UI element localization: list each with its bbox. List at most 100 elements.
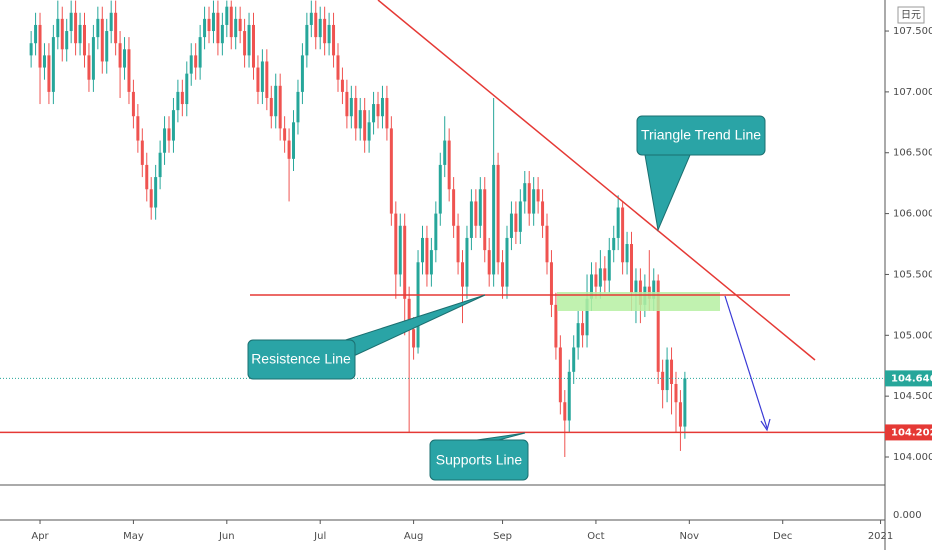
candle-body (163, 128, 167, 153)
candle-body (274, 85, 278, 117)
candle-body (478, 189, 482, 226)
candle-body (149, 189, 153, 208)
candle-body (82, 24, 86, 56)
candle-body (323, 18, 327, 44)
y-tick-label: 107.500 (893, 26, 932, 37)
candle-body (514, 213, 518, 232)
candle-body (74, 12, 78, 44)
callout: Resistence Line (247, 294, 486, 380)
x-tick-label: 2021 (868, 531, 893, 542)
y-tick-label: 105.000 (893, 330, 932, 341)
support-tag (885, 424, 932, 441)
last-price-label: 104.646 (891, 373, 932, 384)
candle-body (567, 371, 571, 421)
candle-body (625, 244, 629, 263)
candle-body (29, 43, 33, 56)
candle-body (60, 18, 64, 50)
candle-body (447, 140, 451, 190)
arrow (724, 295, 768, 429)
candle-body (509, 213, 513, 238)
candle-body (305, 24, 309, 56)
annotation: Supports Line (436, 452, 523, 468)
candle-body (78, 24, 82, 44)
candle-body (434, 213, 438, 251)
candle-body (114, 12, 118, 44)
x-tick-label: Sep (493, 531, 512, 542)
candle-body (314, 12, 318, 38)
candle-body (541, 201, 545, 226)
annotation: Triangle Trend Line (641, 127, 761, 143)
candle-body (91, 37, 95, 80)
candle-body (612, 237, 616, 251)
callout-box (247, 339, 356, 380)
candle-body (309, 12, 313, 25)
candle-body (238, 18, 242, 32)
candle-body (105, 31, 109, 62)
candle-body (300, 55, 304, 92)
x-tick-label: Aug (404, 531, 424, 542)
candle-body (198, 37, 202, 68)
candle-body (243, 31, 247, 56)
candle-body (265, 61, 269, 98)
candle-body (145, 164, 149, 190)
candle-body (203, 18, 207, 38)
candle-body (594, 274, 598, 287)
y-tick-label: 107.000 (893, 87, 932, 98)
candle-body (100, 18, 104, 62)
candle-body (234, 18, 238, 38)
candle-body (389, 128, 393, 214)
candle-body (47, 55, 51, 92)
candle-body (407, 298, 411, 330)
candle-body (572, 347, 576, 372)
candle-body (140, 140, 144, 165)
x-tick-label: Jun (218, 531, 235, 542)
candle-body (456, 225, 460, 263)
candle-body (256, 67, 260, 92)
candle-body (336, 55, 340, 80)
candle-body (532, 189, 536, 214)
candle-body (189, 55, 193, 74)
candle-body (665, 359, 669, 391)
y-tick-label: 104.500 (893, 391, 932, 402)
candle-body (670, 359, 674, 384)
candle-body (167, 128, 171, 141)
candle-body (38, 24, 42, 68)
y-tick-label: 106.000 (893, 209, 932, 220)
candle-body (127, 49, 131, 92)
candle-body (372, 104, 376, 123)
candle-body (358, 110, 362, 129)
candle-body (425, 237, 429, 275)
candle-body (563, 402, 567, 421)
x-tick-label: Nov (680, 531, 700, 542)
candle-body (87, 55, 91, 80)
candle-body (211, 12, 215, 32)
candle-body (180, 91, 184, 105)
candle-body (269, 97, 273, 117)
candle-body (318, 18, 322, 38)
candle-body (518, 201, 522, 232)
candle-body (363, 110, 367, 141)
candle-body (661, 371, 665, 391)
candle-body (558, 347, 562, 403)
candle-body (501, 262, 505, 287)
candle-body (652, 280, 656, 299)
callout-box (636, 115, 766, 156)
candle-body (523, 183, 527, 202)
zone (557, 292, 720, 311)
support-label: 104.202 (891, 427, 932, 438)
candle-body (576, 323, 580, 348)
candle-body (634, 280, 638, 293)
candle-body (549, 262, 553, 305)
candle-body (229, 6, 233, 38)
candle-body (260, 61, 264, 92)
trend-line (377, 0, 816, 361)
y-tick-label: 105.500 (893, 269, 932, 280)
candle-body (220, 24, 224, 44)
candle-body (398, 225, 402, 275)
candle-body (185, 73, 189, 105)
candle-body (403, 225, 407, 299)
candle-body (96, 18, 100, 38)
candle-body (607, 250, 611, 281)
candle-body (545, 225, 549, 263)
